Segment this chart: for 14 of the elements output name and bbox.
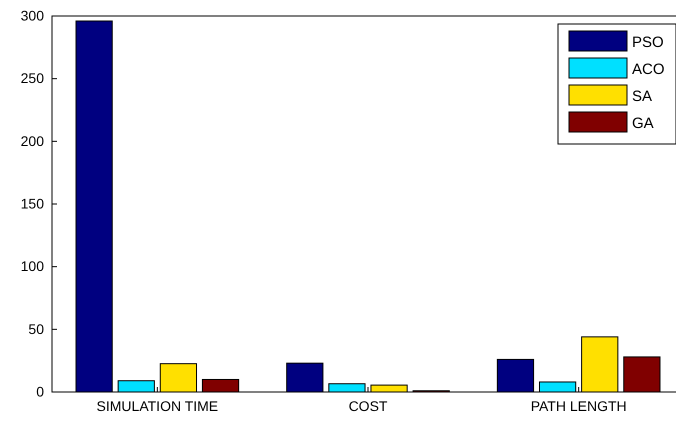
y-tick-label: 50 [28,320,44,337]
legend-label: GA [632,115,654,132]
y-tick-label: 0 [36,383,44,400]
legend-label: SA [632,88,652,105]
y-tick-label: 150 [20,195,44,212]
y-tick-label: 200 [20,132,44,149]
legend-label: PSO [632,34,664,51]
x-tick-label: PATH LENGTH [530,398,627,414]
legend-label: ACO [632,61,665,78]
x-tick-label: COST [348,398,388,414]
y-tick-label: 100 [20,258,44,274]
y-tick-label: 250 [20,70,44,86]
x-tick-label: SIMULATION TIME [96,398,218,414]
y-tick-label: 300 [20,7,44,24]
